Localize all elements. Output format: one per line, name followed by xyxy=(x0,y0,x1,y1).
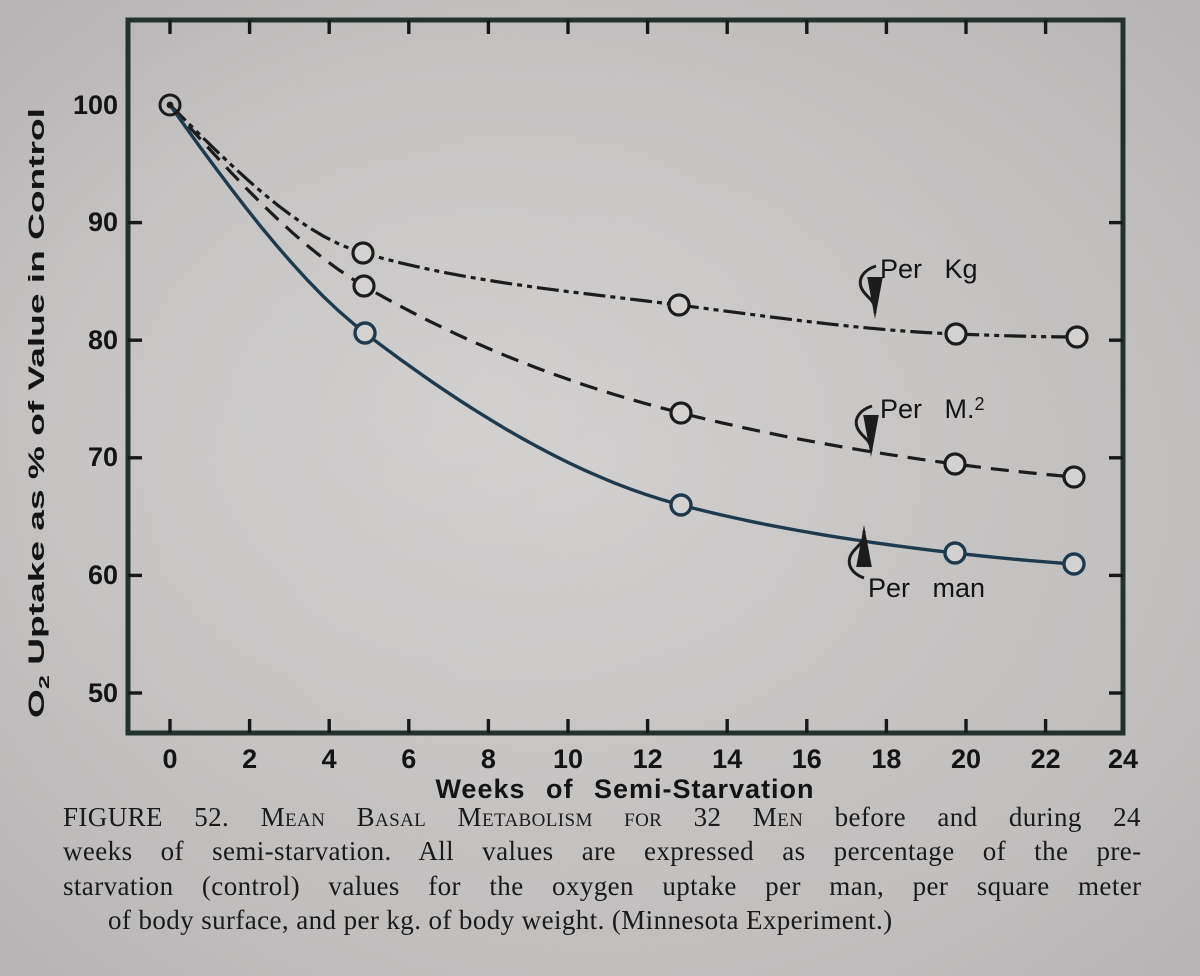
svg-text:0: 0 xyxy=(162,744,177,774)
svg-text:6: 6 xyxy=(401,744,416,774)
svg-text:20: 20 xyxy=(951,744,981,774)
svg-text:O2 Uptake as % of Value in Con: O2 Uptake as % of Value in Control xyxy=(24,108,53,718)
svg-text:24: 24 xyxy=(1108,744,1138,774)
svg-text:Per M.2: Per M.2 xyxy=(880,394,985,424)
svg-text:70: 70 xyxy=(88,442,118,472)
svg-text:22: 22 xyxy=(1031,744,1061,774)
svg-text:80: 80 xyxy=(88,325,118,355)
svg-text:50: 50 xyxy=(88,678,118,708)
svg-text:8: 8 xyxy=(481,744,496,774)
svg-text:2: 2 xyxy=(242,744,257,774)
svg-text:12: 12 xyxy=(633,744,663,774)
svg-text:60: 60 xyxy=(88,560,118,590)
svg-text:Per Kg: Per Kg xyxy=(880,254,978,284)
svg-text:90: 90 xyxy=(88,207,118,237)
svg-text:100: 100 xyxy=(73,90,118,120)
svg-text:18: 18 xyxy=(871,744,901,774)
svg-text:10: 10 xyxy=(553,744,583,774)
svg-text:14: 14 xyxy=(712,744,742,774)
svg-text:Per man: Per man xyxy=(868,573,985,603)
svg-text:16: 16 xyxy=(792,744,822,774)
svg-text:Weeks of Semi-Starvation: Weeks of Semi-Starvation xyxy=(435,774,814,804)
svg-text:4: 4 xyxy=(322,744,337,774)
